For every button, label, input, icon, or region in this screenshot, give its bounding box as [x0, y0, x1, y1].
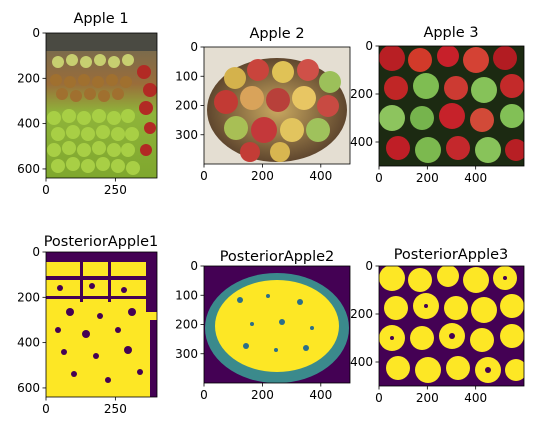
y-tick-label: 300 — [175, 128, 198, 142]
axis-ticks: 0 250 0 200 400 600 — [17, 245, 127, 416]
x-tick-label: 0 — [42, 183, 50, 197]
y-tick-label: 200 — [350, 87, 373, 101]
panel-apple-1: Apple 1 — [17, 11, 158, 197]
y-tick-label: 0 — [365, 39, 373, 53]
panel-posterior-apple-2: PosteriorApple2 0 200 400 0 100 200 300 — [175, 249, 351, 402]
panel-posterior-apple-3: PosteriorApple3 0 200 400 0 200 400 — [350, 247, 525, 405]
x-tick-label: 0 — [375, 171, 383, 185]
x-tick-label: 0 — [200, 388, 208, 402]
y-tick-label: 0 — [190, 259, 198, 273]
axis-ticks: 0 200 400 0 200 400 — [350, 39, 487, 185]
x-tick-label: 200 — [416, 391, 439, 405]
y-tick-label: 0 — [365, 259, 373, 273]
x-tick-label: 0 — [42, 402, 50, 416]
y-tick-label: 600 — [17, 162, 40, 176]
x-tick-label: 400 — [309, 388, 332, 402]
x-tick-label: 200 — [251, 388, 274, 402]
y-tick-label: 0 — [32, 26, 40, 40]
x-tick-label: 400 — [464, 391, 487, 405]
y-tick-label: 200 — [17, 71, 40, 85]
axis-ticks: 0 200 400 0 200 400 — [350, 259, 487, 405]
photo-apple-2 — [204, 47, 350, 164]
x-tick-label: 0 — [200, 169, 208, 183]
panel-title: PosteriorApple2 — [220, 249, 335, 265]
y-tick-label: 0 — [190, 40, 198, 54]
panel-title: Apple 2 — [249, 26, 304, 42]
axis-ticks: 0 250 0 200 400 600 — [17, 26, 127, 197]
panel-posterior-apple-1: PosteriorApple1 0 250 0 200 400 600 — [17, 234, 158, 416]
axis-ticks: 0 200 400 0 100 200 300 — [175, 40, 332, 183]
y-tick-label: 100 — [175, 288, 198, 302]
heatmap-posterior-apple-2 — [204, 266, 350, 383]
y-tick-label: 400 — [350, 355, 373, 369]
y-tick-label: 400 — [350, 135, 373, 149]
x-tick-label: 200 — [416, 171, 439, 185]
panel-apple-2: Apple 2 0 200 400 0 100 200 300 — [175, 26, 351, 183]
panel-apple-3: Apple 3 0 200 400 0 200 400 — [350, 25, 525, 185]
x-tick-label: 400 — [309, 169, 332, 183]
y-tick-label: 100 — [175, 69, 198, 83]
y-tick-label: 400 — [17, 336, 40, 350]
panel-title: Apple 3 — [423, 25, 478, 41]
x-tick-label: 0 — [375, 391, 383, 405]
y-tick-label: 0 — [32, 245, 40, 259]
photo-apple-3 — [379, 46, 524, 166]
photo-apple-1 — [46, 33, 157, 178]
y-tick-label: 200 — [17, 290, 40, 304]
heatmap-posterior-apple-1 — [46, 252, 157, 397]
y-tick-label: 600 — [17, 381, 40, 395]
x-tick-label: 200 — [251, 169, 274, 183]
x-tick-label: 250 — [104, 183, 127, 197]
y-tick-label: 200 — [350, 307, 373, 321]
y-tick-label: 300 — [175, 347, 198, 361]
x-tick-label: 250 — [104, 402, 127, 416]
axis-ticks: 0 200 400 0 100 200 300 — [175, 259, 332, 402]
y-tick-label: 400 — [17, 117, 40, 131]
heatmap-posterior-apple-3 — [379, 266, 524, 386]
panel-title: Apple 1 — [73, 11, 128, 27]
y-tick-label: 200 — [175, 99, 198, 113]
y-tick-label: 200 — [175, 318, 198, 332]
panel-title: PosteriorApple1 — [44, 234, 159, 250]
panel-title: PosteriorApple3 — [394, 247, 509, 263]
x-tick-label: 400 — [464, 171, 487, 185]
